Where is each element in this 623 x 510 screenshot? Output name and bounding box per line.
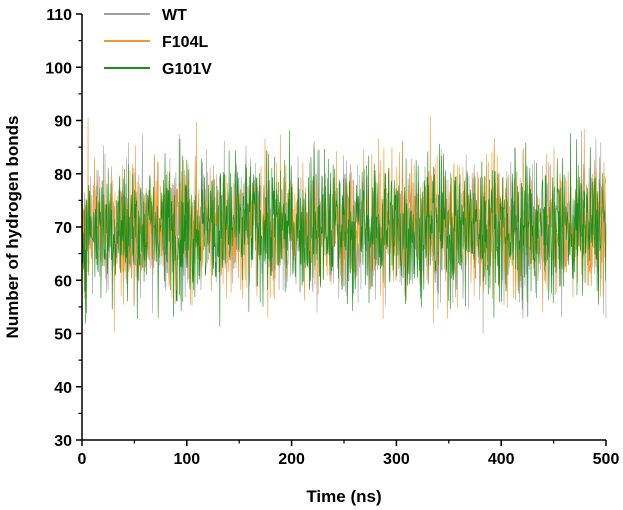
y-tick-label: 50 [54, 327, 72, 344]
x-tick-label: 400 [488, 451, 515, 468]
x-tick-label: 300 [383, 451, 410, 468]
y-axis-title: Number of hydrogen bonds [3, 116, 22, 339]
legend: WT F104L G101V [104, 7, 212, 78]
x-tick-label: 500 [593, 451, 620, 468]
legend-label-f104l: F104L [162, 34, 208, 51]
x-tick-label: 0 [78, 451, 87, 468]
x-tick-label: 200 [278, 451, 305, 468]
x-axis-title: Time (ns) [306, 487, 381, 506]
series-layer [81, 115, 607, 334]
y-tick-label: 70 [54, 220, 72, 237]
series-line-g101v [81, 130, 607, 327]
x-tick-label: 100 [173, 451, 200, 468]
y-tick-label: 40 [54, 380, 72, 397]
y-tick-label: 80 [54, 167, 72, 184]
axes-layer: 0 100 200 300 400 500 30 40 50 60 70 80 90 100 110 [45, 7, 619, 468]
y-tick-label: 60 [54, 273, 72, 290]
y-tick-label: 100 [45, 60, 72, 77]
legend-label-g101v: G101V [162, 61, 212, 78]
y-tick-label: 110 [46, 7, 72, 24]
y-tick-label: 30 [54, 433, 72, 450]
y-tick-label: 90 [54, 114, 72, 131]
legend-label-wt: WT [162, 7, 187, 24]
